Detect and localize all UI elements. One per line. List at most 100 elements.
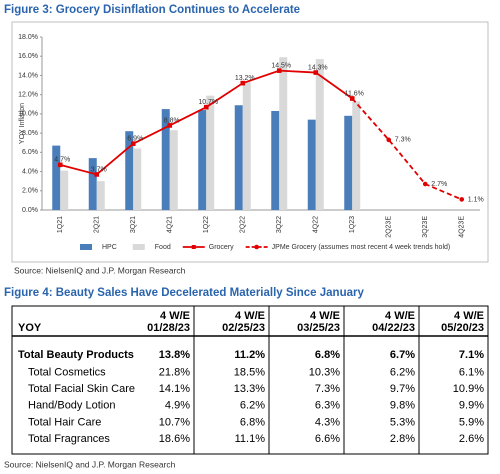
x-tick-label: 1Q21: [57, 216, 64, 233]
legend-label: Food: [155, 244, 171, 251]
header-cell: 04/22/23: [372, 322, 415, 334]
y-tick-label: 6.0%: [22, 149, 38, 156]
bar: [234, 105, 243, 210]
header-cell: 4 W/E: [454, 310, 484, 322]
line: [351, 97, 463, 201]
data-label: 4.7%: [54, 157, 70, 164]
table-frame: [11, 305, 489, 455]
legend-swatch: [132, 244, 145, 250]
bar: [161, 109, 170, 210]
point: [276, 68, 282, 73]
header-cell: 03/25/23: [297, 322, 340, 334]
data-label: 2.7%: [431, 181, 447, 188]
bar: [344, 115, 353, 210]
legend-swatch: [80, 244, 92, 250]
data-label: 1.1%: [468, 196, 484, 203]
cell: 18.5%: [234, 367, 265, 379]
legend-swatch: [191, 245, 196, 249]
point: [130, 141, 136, 146]
y-tick-label: 4.0%: [22, 168, 38, 175]
cell: 7.3%: [315, 383, 340, 395]
cell: 7.1%: [459, 349, 484, 361]
row-label: Total Fragrances: [28, 433, 110, 445]
source: Source: NielsenIQ and J.P. Morgan Resear…: [4, 459, 176, 469]
data-label: 14.5%: [271, 62, 291, 69]
data-label: 13.2%: [235, 75, 255, 82]
header-cell: 02/25/23: [222, 322, 265, 334]
legend-label: JPMe Grocery (assumes most recent 4 week…: [272, 244, 451, 251]
point: [57, 162, 63, 168]
y-tick-label: 10.0%: [18, 111, 38, 118]
cell: 4.3%: [315, 416, 340, 428]
x-tick-label: 3Q21: [130, 216, 137, 233]
y-tick-label: 12.0%: [18, 92, 38, 99]
cell: 9.7%: [390, 383, 415, 395]
data-label: 10.7%: [198, 99, 218, 106]
x-tick-label: 4Q22: [313, 216, 320, 233]
bar: [133, 148, 142, 210]
chart-frame: [11, 21, 489, 263]
y-tick-label: 8.0%: [22, 130, 38, 137]
data-label: 6.9%: [127, 136, 143, 143]
cell: 13.8%: [159, 349, 190, 361]
cell: 11.1%: [235, 433, 266, 445]
cell: 6.6%: [315, 433, 340, 445]
header-cell: YOY: [18, 322, 42, 334]
data-label: 14.3%: [308, 64, 328, 71]
point: [94, 172, 100, 177]
data-label: 8.8%: [164, 117, 180, 124]
source: Source: NielsenIQ and J.P. Morgan Resear…: [14, 265, 186, 275]
x-tick-label: 4Q23E: [459, 216, 466, 238]
cell: 6.1%: [459, 367, 484, 379]
cell: 18.6%: [159, 433, 190, 445]
row-label: Total Facial Skin Care: [28, 383, 135, 395]
bar: [315, 59, 324, 210]
cell: 6.7%: [390, 349, 415, 361]
point: [422, 181, 428, 187]
cell: 6.2%: [240, 400, 265, 412]
legend-label: HPC: [102, 244, 117, 251]
bar: [169, 130, 178, 210]
bar: [352, 101, 361, 210]
y-tick-label: 18.0%: [18, 34, 38, 41]
cell: 9.9%: [459, 400, 484, 412]
bar: [125, 131, 134, 210]
y-tick-label: 0.0%: [22, 207, 38, 214]
cell: 2.8%: [390, 433, 415, 445]
x-tick-label: 2Q22: [240, 216, 247, 233]
point: [349, 96, 355, 101]
bar: [307, 119, 316, 210]
cell: 6.2%: [390, 367, 415, 379]
y-tick-label: 16.0%: [18, 53, 38, 60]
bar: [206, 95, 215, 210]
bar: [52, 145, 61, 210]
bar: [88, 158, 97, 210]
point: [240, 80, 246, 86]
bar: [271, 111, 280, 210]
y-axis-label: YOY Inflation: [19, 103, 26, 144]
cell: 11.2%: [234, 349, 265, 361]
cell: 6.3%: [315, 400, 340, 412]
bar: [198, 110, 207, 210]
header-cell: 4 W/E: [385, 310, 415, 322]
cell: 6.8%: [315, 349, 340, 361]
cell: 10.9%: [453, 383, 484, 395]
header-cell: 4 W/E: [310, 310, 340, 322]
x-tick-label: 4Q21: [167, 216, 174, 233]
header-cell: 4 W/E: [235, 310, 265, 322]
row-label: Hand/Body Lotion: [28, 400, 115, 412]
cell: 5.3%: [390, 416, 415, 428]
cell: 6.8%: [240, 416, 265, 428]
figure-title: Figure 3: Grocery Disinflation Continues…: [4, 4, 300, 16]
x-tick-label: 2Q23E: [386, 216, 393, 238]
legend-swatch: [254, 244, 259, 250]
cell: 5.9%: [459, 416, 484, 428]
cell: 10.3%: [309, 367, 340, 379]
header-cell: 4 W/E: [160, 310, 190, 322]
y-tick-label: 14.0%: [18, 72, 38, 79]
cell: 4.9%: [165, 400, 190, 412]
cell: 2.6%: [459, 433, 484, 445]
x-tick-label: 1Q23: [349, 216, 356, 233]
cell: 14.1%: [159, 383, 190, 395]
